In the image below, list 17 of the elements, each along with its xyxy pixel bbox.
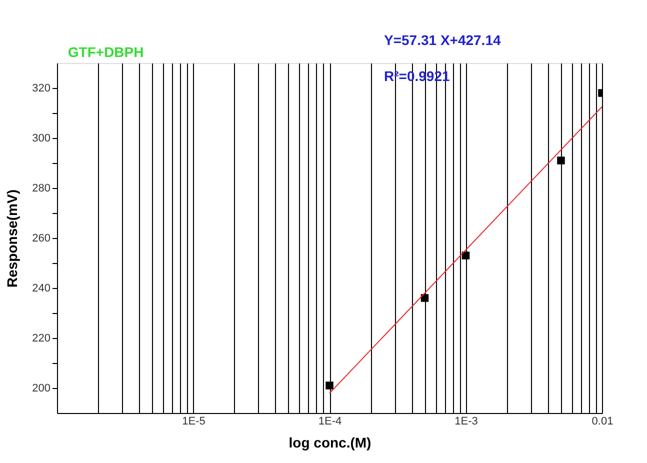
y-tick-label: 280 [32, 182, 50, 194]
text: GTF+DBPH [68, 44, 144, 60]
x-tick-label: 0.01 [592, 416, 614, 428]
y-tick-label: 320 [32, 82, 50, 94]
x-axis-title: log conc.(M) [288, 434, 372, 450]
x-tick-label: 1E-4 [318, 416, 342, 428]
point [462, 252, 470, 260]
x-tick-label: 1E-5 [182, 416, 206, 428]
y-axis-title: Response(mV) [4, 189, 20, 288]
x-tick-label: 1E-3 [454, 416, 478, 428]
point [326, 382, 334, 390]
y-tick-label: 220 [32, 332, 50, 344]
text: Y=57.31 X+427.14 [384, 32, 501, 48]
y-tick-label: 240 [32, 282, 50, 294]
y-tick-label: 200 [32, 382, 50, 394]
y-tick-label: 300 [32, 132, 50, 144]
y-tick-label: 260 [32, 232, 50, 244]
